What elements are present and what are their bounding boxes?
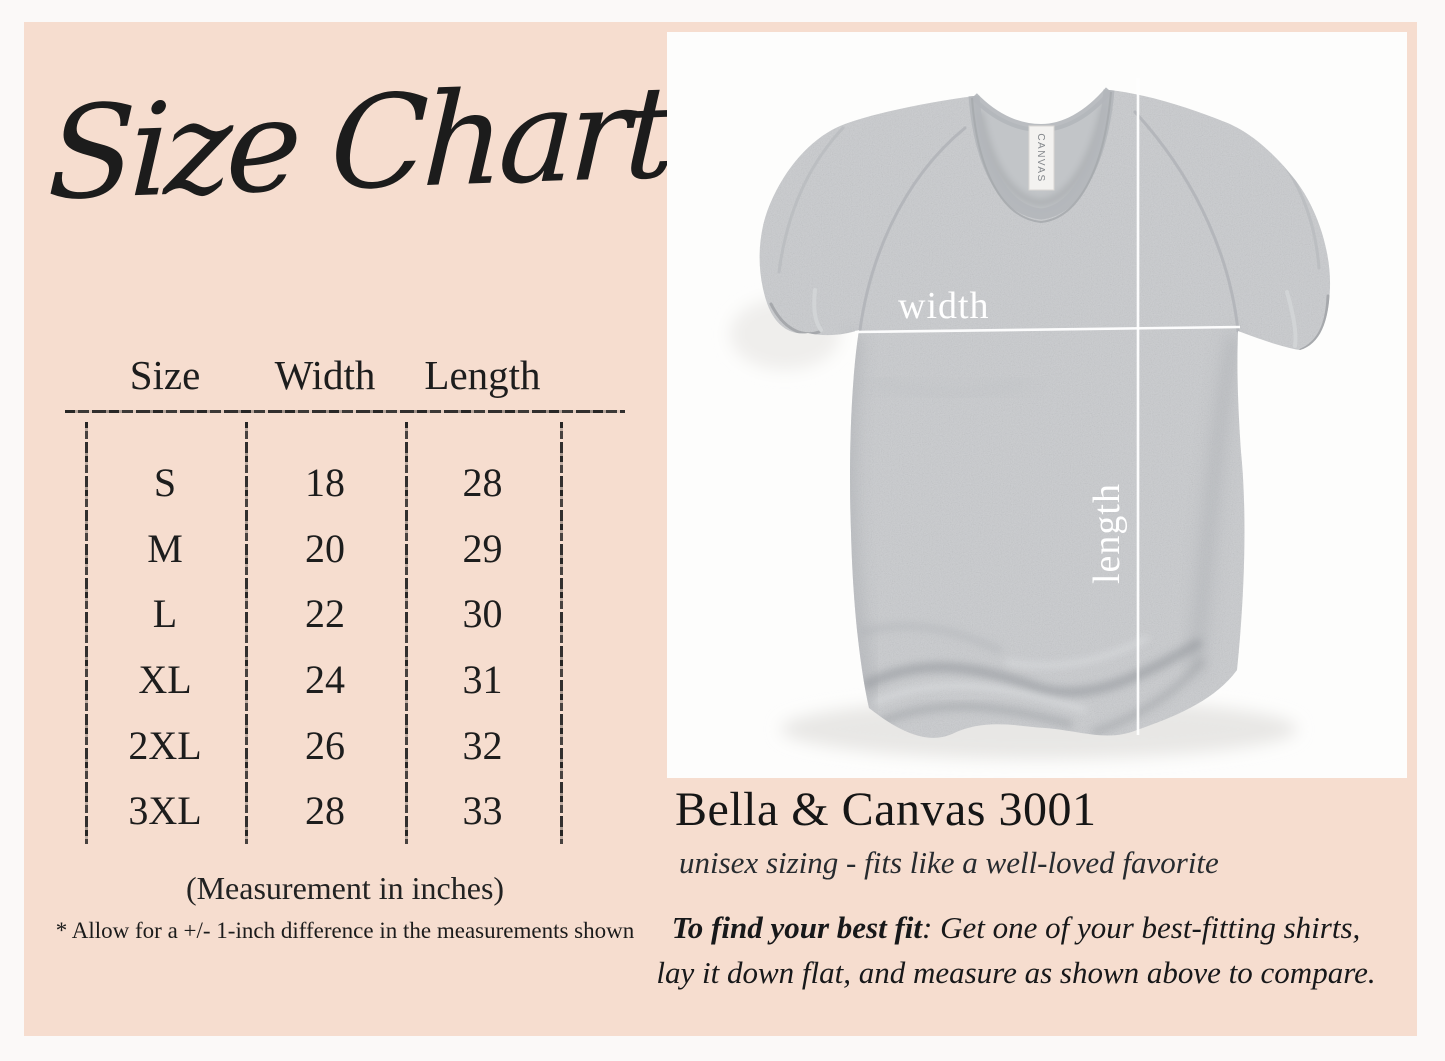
width-cell: 26 — [305, 722, 345, 768]
table-row: L 22 30 — [65, 581, 605, 647]
product-name: Bella & Canvas 3001 — [675, 783, 1097, 836]
length-cell: 29 — [462, 525, 503, 571]
table-column-divider — [85, 422, 88, 844]
tshirt-illustration: CANVAS width length — [667, 32, 1407, 778]
fit-instructions-line1: To find your best fit: Get one of your b… — [616, 906, 1416, 951]
fit-instructions-rest: : Get one of your best-fitting shirts, — [922, 910, 1361, 945]
size-cell: L — [152, 591, 178, 637]
size-cell: 3XL — [128, 788, 202, 834]
size-cell: M — [147, 525, 183, 571]
size-cell: 2XL — [128, 722, 202, 768]
fit-instructions-line2: lay it down flat, and measure as shown a… — [656, 954, 1376, 990]
table-header-row: Size Width Length — [65, 344, 625, 406]
length-cell: 31 — [462, 657, 503, 703]
fit-instructions-lead: To find your best fit — [671, 910, 923, 945]
width-cell: 22 — [305, 591, 345, 637]
column-header-width: Width — [274, 352, 376, 398]
fit-instructions: To find your best fit: Get one of your b… — [616, 906, 1416, 996]
collar-tag: CANVAS — [1028, 125, 1055, 191]
tolerance-footnote: * Allow for a +/- 1-inch difference in t… — [55, 918, 635, 943]
width-cell: 18 — [305, 460, 345, 506]
table-row: 2XL 26 32 — [65, 712, 605, 778]
width-cell: 28 — [305, 788, 345, 834]
page-title: Size Chart — [45, 58, 673, 230]
size-cell: XL — [138, 657, 192, 703]
table-row: 3XL 28 33 — [65, 778, 605, 844]
length-cell: 32 — [462, 722, 503, 768]
width-line — [854, 325, 1241, 334]
column-header-length: Length — [424, 352, 541, 398]
length-label: length — [1086, 483, 1128, 584]
table-body: S 18 28 M 20 29 L 22 30 XL 24 31 — [65, 450, 605, 844]
tag-label: CANVAS — [1035, 133, 1046, 182]
length-cell: 33 — [462, 788, 503, 834]
table-row: M 20 29 — [65, 516, 605, 582]
column-header-size: Size — [129, 352, 201, 398]
content-panel: Size Chart Size Width Length S 18 28 M — [24, 22, 1417, 1036]
table-row: XL 24 31 — [65, 647, 605, 713]
width-cell: 20 — [305, 525, 345, 571]
width-cell: 24 — [305, 657, 345, 703]
size-table: Size Width Length S 18 28 M 20 29 — [65, 344, 625, 868]
product-tagline: unisex sizing - fits like a well-loved f… — [679, 845, 1219, 880]
table-row: S 18 28 — [65, 450, 605, 516]
measurement-units-note: (Measurement in inches) — [185, 870, 505, 906]
table-header-rule — [65, 410, 625, 413]
length-cell: 30 — [462, 591, 503, 637]
table-column-divider — [560, 422, 563, 844]
product-info: Bella & Canvas 3001 unisex sizing - fits… — [675, 782, 1219, 881]
length-cell: 28 — [462, 460, 503, 506]
size-cell: S — [153, 460, 177, 506]
tshirt-photo: CANVAS width length — [667, 32, 1407, 778]
width-label: width — [898, 285, 990, 327]
table-column-divider — [405, 422, 408, 844]
table-column-divider — [245, 422, 248, 844]
